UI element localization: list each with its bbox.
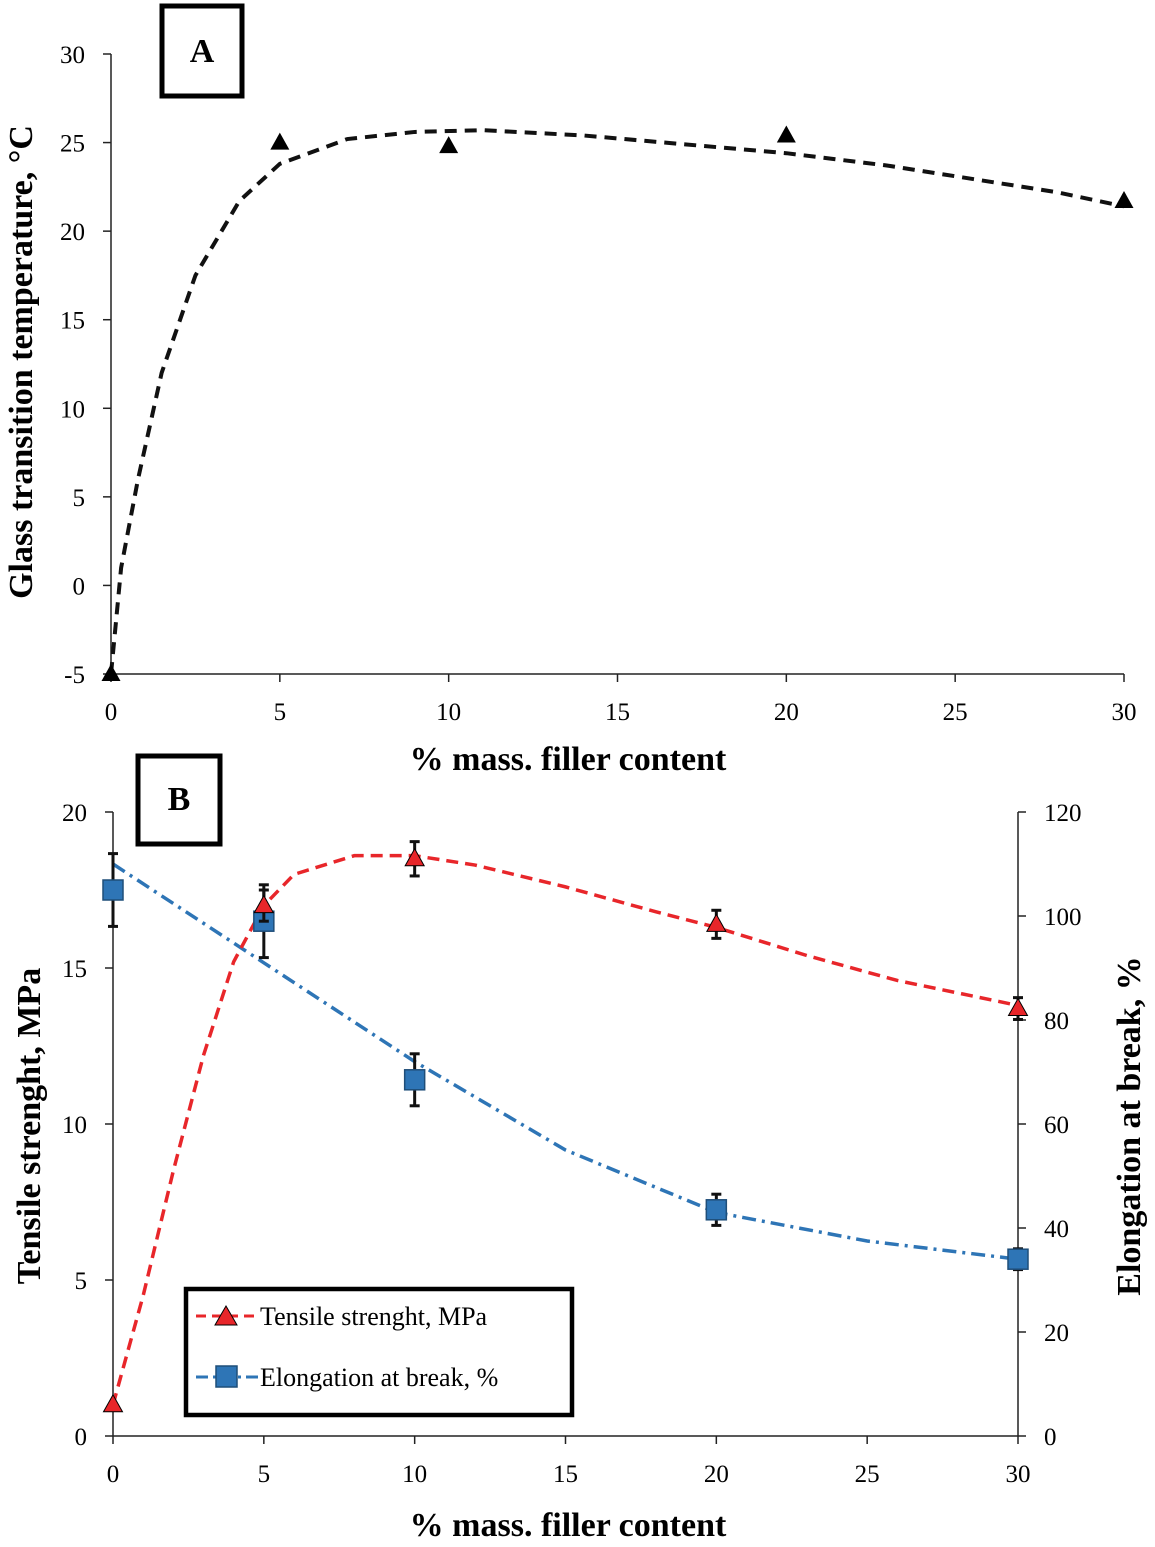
tensile-data-point — [102, 1393, 124, 1413]
panel-b-y2-axis-title: Elongation at break, % — [1111, 956, 1148, 1295]
panel-b-x-tick-label: 25 — [855, 1461, 880, 1488]
panel-b-y2-tick-label: 60 — [1044, 1112, 1069, 1139]
elongation-trend-line — [112, 862, 1019, 1261]
panel-a-y-tick-label: 10 — [60, 396, 85, 423]
panel-b-y2-tick-label: 80 — [1044, 1008, 1069, 1035]
panel-b-label-box: B — [135, 753, 223, 847]
panel-a-label-box: A — [159, 3, 245, 99]
panel-b-x-tick-label: 30 — [1006, 1461, 1031, 1488]
panel-b-y-tick-label: 20 — [62, 800, 87, 827]
panel-a-y-tick-label: 30 — [60, 42, 85, 69]
panel-a-data-point — [101, 664, 121, 681]
panel-a-y-tick-label: 0 — [73, 573, 86, 600]
panel-b-x-axis-title: % mass. filler content — [410, 1507, 727, 1544]
legend-frame — [183, 1286, 575, 1418]
panel-b-x-tick-label: 15 — [553, 1461, 578, 1488]
panel-b-ticks: 0 5 10 15 20 0 20 40 60 80 100 120 0 5 10 15 20 25 30 — [62, 800, 1082, 1488]
tensile-data-point — [1007, 997, 1029, 1017]
panel-a-x-tick-label: 25 — [943, 699, 968, 726]
panel-a-points — [101, 125, 1134, 681]
panel-b-points — [102, 840, 1029, 1413]
panel-a-x-tick-label: 20 — [774, 699, 799, 726]
panel-b-x-tick-label: 0 — [107, 1461, 120, 1488]
panel-a-data-point — [1114, 191, 1134, 209]
panel-a-x-tick-label: 30 — [1112, 699, 1137, 726]
panel-a-data-point — [270, 132, 290, 150]
panel-b-y-tick-label: 5 — [75, 1268, 88, 1295]
legend-tensile-marker — [214, 1305, 238, 1326]
panel-a: -5 0 5 10 15 20 25 30 0 5 10 15 20 25 30 A % mass. fil… — [3, 3, 1137, 778]
legend-elongation-marker — [215, 1365, 238, 1388]
elongation-data-point — [102, 879, 124, 901]
panel-a-y-tick-label: -5 — [64, 662, 85, 689]
panel-b-label-frame — [135, 753, 223, 847]
panel-b-y-tick-label: 15 — [62, 956, 87, 983]
panel-a-ticks: -5 0 5 10 15 20 25 30 0 5 10 15 20 25 30 — [60, 42, 1137, 726]
legend-elongation-label: Elongation at break, % — [260, 1363, 498, 1392]
panel-a-x-tick-label: 10 — [436, 699, 461, 726]
panel-b-y2-tick-label: 40 — [1044, 1216, 1069, 1243]
panel-b-y2-tick-label: 120 — [1044, 800, 1082, 827]
panel-a-y-tick-label: 15 — [60, 308, 85, 335]
elongation-data-point — [1007, 1248, 1029, 1270]
panel-a-axes — [110, 54, 1124, 675]
panel-a-data-point — [439, 136, 459, 154]
panel-a-y-tick-label: 5 — [73, 485, 86, 512]
panel-b-legend: Tensile strenght, MPa Elongation at brea… — [183, 1286, 575, 1418]
panel-a-y-axis-title: Glass transition temperature, °C — [3, 125, 40, 599]
panel-b-x-tick-label: 5 — [258, 1461, 271, 1488]
panel-a-x-tick-label: 0 — [105, 699, 118, 726]
elongation-data-point — [705, 1199, 728, 1221]
panel-b-y-axis-title: Tensile strenght, MPa — [11, 968, 48, 1284]
panel-a-y-tick-label: 20 — [60, 219, 85, 246]
panel-a-data-point — [776, 125, 796, 143]
panel-b-y2-tick-label: 0 — [1044, 1424, 1057, 1451]
tensile-data-point — [404, 847, 426, 867]
panel-b-y-tick-label: 10 — [62, 1112, 87, 1139]
panel-b-x-tick-label: 20 — [704, 1461, 729, 1488]
elongation-data-point — [403, 1069, 426, 1091]
tensile-data-point — [253, 894, 275, 914]
panel-b-y2-tick-label: 20 — [1044, 1320, 1069, 1347]
panel-a-x-tick-label: 15 — [605, 699, 630, 726]
legend-tensile-label: Tensile strenght, MPa — [260, 1302, 488, 1331]
panel-a-y-tick-label: 25 — [60, 131, 85, 158]
panel-a-x-tick-label: 5 — [274, 699, 287, 726]
panel-b-label: B — [168, 781, 191, 818]
panel-b-y-tick-label: 0 — [75, 1424, 88, 1451]
panel-a-trend-line — [109, 128, 1125, 675]
panel-b-x-tick-label: 10 — [402, 1461, 427, 1488]
tensile-data-point — [705, 913, 727, 932]
panel-a-x-axis-title: % mass. filler content — [410, 741, 727, 778]
panel-a-trendline — [109, 128, 1125, 675]
panel-b: 0 5 10 15 20 0 20 40 60 80 100 120 0 5 10 15 20 25 30 B Te… — [11, 753, 1148, 1544]
panel-b-y2-tick-label: 100 — [1044, 904, 1082, 931]
panel-a-label: A — [190, 33, 215, 70]
panel-a-label-frame — [159, 3, 245, 99]
